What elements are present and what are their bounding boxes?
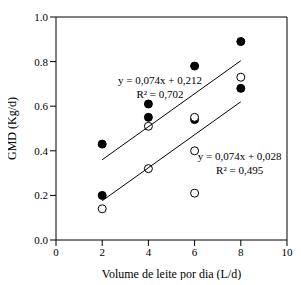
svg-text:4: 4 bbox=[146, 246, 152, 258]
svg-text:2: 2 bbox=[99, 246, 105, 258]
svg-text:8: 8 bbox=[238, 246, 244, 258]
svg-text:GMD (Kg/d): GMD (Kg/d) bbox=[8, 97, 19, 160]
svg-text:0.8: 0.8 bbox=[34, 56, 48, 68]
svg-text:0: 0 bbox=[53, 246, 59, 258]
svg-text:6: 6 bbox=[192, 246, 198, 258]
svg-text:10: 10 bbox=[282, 246, 294, 258]
svg-text:0.0: 0.0 bbox=[34, 234, 48, 246]
svg-text:R² = 0,702: R² = 0,702 bbox=[136, 88, 183, 100]
svg-text:y = 0,074x + 0,212: y = 0,074x + 0,212 bbox=[118, 74, 202, 86]
svg-text:0.4: 0.4 bbox=[34, 145, 48, 157]
svg-text:0.2: 0.2 bbox=[34, 189, 48, 201]
svg-text:Volume de leite por dia (L/d): Volume de leite por dia (L/d) bbox=[102, 267, 241, 280]
svg-text:y = 0,074x + 0,028: y = 0,074x + 0,028 bbox=[198, 150, 282, 162]
svg-text:R² = 0,495: R² = 0,495 bbox=[216, 164, 264, 176]
svg-text:1.0: 1.0 bbox=[34, 11, 48, 23]
svg-text:0.6: 0.6 bbox=[34, 100, 48, 112]
